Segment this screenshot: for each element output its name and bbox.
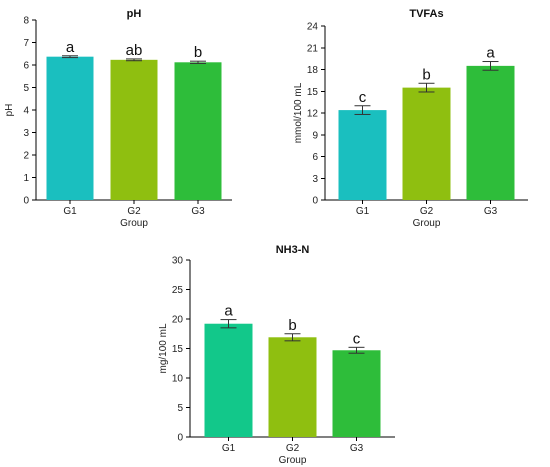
chart-panel-2: NH3-N 0 5 10 15 20 25 30 mg/100 mL a G1 b G2 c G3 Group	[158, 244, 395, 466]
x-axis-title: Group	[120, 218, 148, 229]
y-tick-label: 3	[23, 128, 29, 139]
y-tick-label: 30	[172, 256, 184, 267]
y-axis-title: pH	[4, 104, 15, 117]
y-tick-label: 25	[172, 285, 184, 296]
y-axis-title: mmol/100 mL	[293, 82, 304, 143]
y-tick-label: 10	[172, 374, 184, 385]
chart-title: TVFAs	[409, 8, 443, 20]
y-tick-label: 15	[172, 344, 184, 355]
x-tick-label: G3	[191, 206, 205, 217]
significance-letter: a	[66, 39, 75, 56]
y-tick-label: 18	[307, 65, 319, 76]
significance-letter: b	[422, 66, 430, 83]
bar-g3	[174, 62, 222, 200]
y-tick-label: 15	[307, 87, 319, 98]
y-tick-label: 20	[172, 315, 184, 326]
x-axis-title: Group	[279, 455, 307, 466]
y-tick-label: 7	[23, 38, 29, 49]
y-tick-label: 1	[23, 173, 29, 184]
y-tick-label: 3	[312, 174, 318, 185]
y-tick-label: 2	[23, 151, 29, 162]
chart-panel-0: pH 0 1 2 3 4 5 6 7 8 pH a G1 ab G2 b G3 Group	[4, 8, 232, 229]
y-tick-label: 0	[23, 196, 29, 207]
chart-title: NH3-N	[276, 244, 310, 256]
significance-letter: ab	[126, 42, 143, 59]
x-tick-label: G1	[222, 443, 236, 454]
significance-letter: a	[224, 303, 233, 320]
x-axis-title: Group	[413, 218, 441, 229]
y-tick-label: 6	[312, 152, 318, 163]
bar-g2	[268, 337, 317, 437]
bar-g1	[338, 110, 387, 200]
bar-g1	[204, 323, 253, 437]
y-axis-title: mg/100 mL	[158, 323, 169, 373]
y-tick-label: 5	[23, 83, 29, 94]
y-tick-label: 21	[307, 43, 319, 54]
bar-g2	[110, 59, 158, 201]
chart-title: pH	[127, 8, 142, 20]
y-tick-label: 12	[307, 109, 319, 120]
bar-g2	[402, 87, 451, 200]
significance-letter: b	[194, 44, 202, 61]
bar-g1	[46, 56, 94, 200]
x-tick-label: G2	[286, 443, 300, 454]
x-tick-label: G3	[484, 206, 498, 217]
significance-letter: b	[288, 317, 296, 334]
x-tick-label: G1	[356, 206, 370, 217]
y-tick-label: 0	[177, 433, 183, 444]
y-tick-label: 5	[177, 403, 183, 414]
x-tick-label: G3	[350, 443, 364, 454]
x-tick-label: G1	[63, 206, 77, 217]
y-tick-label: 24	[307, 22, 319, 33]
y-tick-label: 0	[312, 196, 318, 207]
y-tick-label: 4	[23, 106, 29, 117]
significance-letter: c	[353, 330, 361, 347]
bar-g3	[466, 65, 515, 200]
bar-g3	[332, 350, 381, 437]
x-tick-label: G2	[420, 206, 434, 217]
y-tick-label: 8	[23, 16, 29, 27]
chart-panel-1: TVFAs 0 3 6 9 12 15 18 21 24 mmol/100 mL c G1 b G2 a G3 G…	[293, 8, 528, 229]
significance-letter: a	[486, 45, 495, 62]
significance-letter: c	[359, 89, 367, 106]
x-tick-label: G2	[127, 206, 141, 217]
y-tick-label: 9	[312, 130, 318, 141]
y-tick-label: 6	[23, 61, 29, 72]
